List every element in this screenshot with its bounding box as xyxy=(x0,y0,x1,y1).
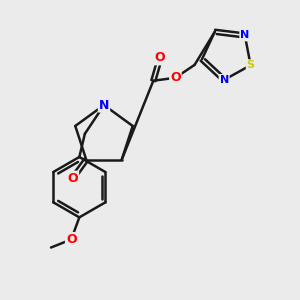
Text: N: N xyxy=(99,99,109,112)
Text: O: O xyxy=(66,233,76,246)
Text: S: S xyxy=(247,60,255,70)
Text: O: O xyxy=(68,172,78,185)
Text: N: N xyxy=(220,75,229,85)
Text: N: N xyxy=(240,31,250,40)
Text: O: O xyxy=(170,71,181,84)
Text: O: O xyxy=(154,51,165,64)
